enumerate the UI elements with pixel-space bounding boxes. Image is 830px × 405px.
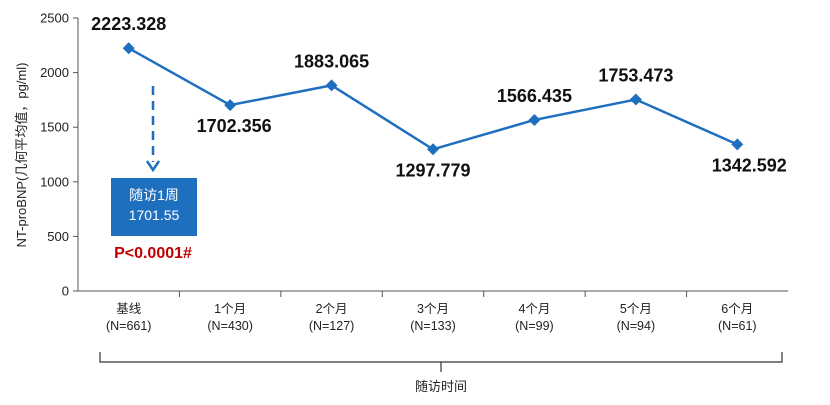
y-axis-label: NT-proBNP(几何平均值，pg/ml) [14,63,29,248]
x-category-label: 6个月 [721,302,753,316]
annotation-box-title: 随访1周 [129,187,179,203]
data-labels: 2223.328 1702.356 1883.065 1297.779 1566.435… [91,14,787,180]
p-value-label: P<0.0001# [114,245,192,262]
x-category-count: (N=99) [515,319,554,333]
data-point [427,143,439,156]
x-category-count: (N=127) [309,319,355,333]
x-ticks: 基线 (N=661) 1个月 (N=430) 2个月 (N=127) 3个月 (N=133) 4… [106,291,757,333]
data-point [629,93,642,106]
y-tick-label: 1000 [40,174,69,189]
data-point [731,138,744,151]
x-bracket [99,352,783,372]
x-category-label: 5个月 [620,302,652,316]
x-category-count: (N=430) [207,319,253,333]
data-label: 1702.356 [197,116,272,136]
arrow-head-icon [145,160,161,173]
data-point [224,99,237,112]
y-tick-label: 1500 [40,120,69,135]
data-label: 1297.779 [395,160,470,180]
x-axis-label: 随访时间 [415,379,467,394]
x-category-count: (N=133) [410,319,456,333]
x-category-count: (N=94) [617,319,656,333]
y-ticks: 0 500 1000 1500 2000 2500 [40,11,78,299]
x-category-label: 2个月 [316,302,348,316]
x-category-label: 1个月 [214,302,246,316]
annotation-box [111,178,197,236]
data-label: 2223.328 [91,14,166,34]
x-category-label: 4个月 [518,302,550,316]
annotation-box-value: 1701.55 [129,207,180,223]
data-label: 1342.592 [712,155,787,175]
x-category-count: (N=661) [106,319,152,333]
data-points [122,42,744,156]
data-label: 1883.065 [294,51,369,71]
data-label: 1566.435 [497,86,572,106]
data-point [325,79,338,92]
y-tick-label: 2500 [40,11,69,26]
y-tick-label: 2000 [40,65,69,80]
x-category-label: 3个月 [417,302,449,316]
data-point [122,42,135,55]
x-category-label: 基线 [116,302,142,316]
data-point [528,113,541,126]
y-tick-label: 0 [62,284,69,299]
y-tick-label: 500 [47,229,69,244]
x-category-count: (N=61) [718,319,757,333]
data-label: 1753.473 [598,66,673,86]
